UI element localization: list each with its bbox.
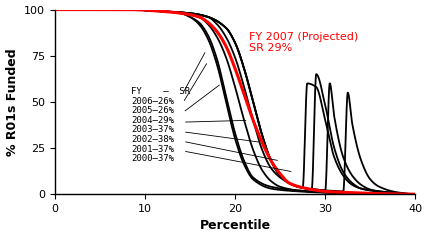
X-axis label: Percentile: Percentile [199,219,270,233]
Text: FY 2007 (Projected)
SR 29%: FY 2007 (Projected) SR 29% [249,32,358,53]
Text: 2006–26%: 2006–26% [131,97,175,106]
Text: 2001–37%: 2001–37% [131,145,175,154]
Y-axis label: % R01s Funded: % R01s Funded [6,48,18,156]
Text: 2004–29%: 2004–29% [131,116,175,125]
Text: 2005–26%: 2005–26% [131,106,175,115]
Text: FY    –  SR: FY – SR [131,87,190,96]
Text: 2002–38%: 2002–38% [131,135,175,144]
Text: 2000–37%: 2000–37% [131,154,175,163]
Text: 2003–37%: 2003–37% [131,125,175,134]
